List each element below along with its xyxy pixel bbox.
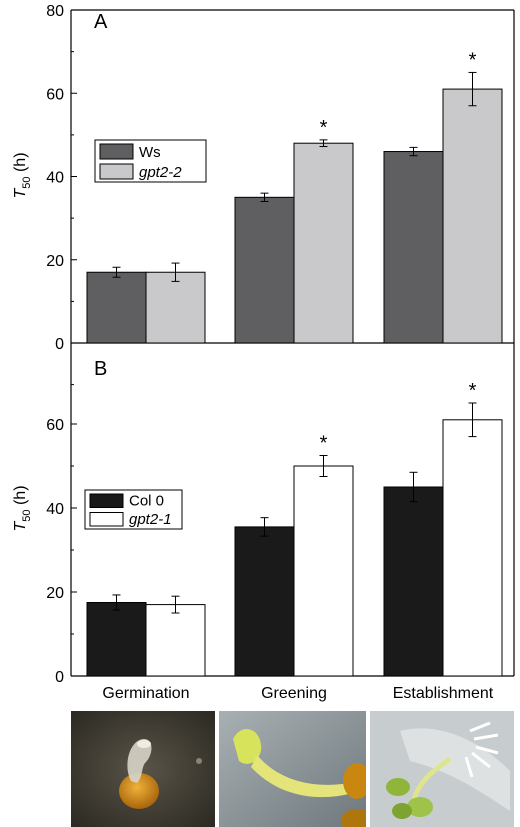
- bar-gpt2-1-Greening: [293, 465, 354, 677]
- y-tick-label: 40: [46, 170, 64, 187]
- x-category-label: Establishment: [393, 685, 494, 702]
- x-category-label: Greening: [261, 685, 327, 702]
- panel-a: 0 20 40 60 80 T50 (h) A * * Ws gpt2-2: [12, 3, 515, 386]
- germinating-seed-photo: [71, 711, 215, 827]
- y-tick-label: 20: [46, 585, 64, 602]
- bar-gpt2-2-Germination: [145, 271, 206, 344]
- legend-label: Col 0: [129, 493, 164, 510]
- bar-Col 0-Germination: [86, 602, 147, 677]
- y-axis-label: T50 (h): [12, 485, 33, 531]
- bar-gpt2-2-Establishment: [442, 88, 503, 344]
- panel-letter: B: [94, 358, 107, 380]
- y-tick-label: 60: [46, 417, 64, 434]
- significance-star: *: [320, 433, 328, 455]
- y-axis-label: T50 (h): [12, 152, 33, 198]
- y-tick-label: 20: [46, 253, 64, 270]
- panel-letter: A: [94, 11, 108, 33]
- bar-Col 0-Establishment: [383, 486, 444, 677]
- legend-swatch: [99, 143, 134, 160]
- y-tick-label: 60: [46, 86, 64, 103]
- significance-star: *: [469, 380, 477, 402]
- y-tick-label: 40: [46, 501, 64, 518]
- significance-star: *: [469, 49, 477, 71]
- greening-seedling-photo: [219, 711, 366, 827]
- legend-swatch: [99, 163, 134, 180]
- bar-gpt2-2-Greening: [293, 142, 354, 344]
- bar-Col 0-Greening: [234, 526, 295, 677]
- establishment-photo: [370, 711, 514, 827]
- legend-label: gpt2-2: [139, 164, 182, 181]
- germination-photo: [71, 711, 215, 827]
- bar-gpt2-1-Establishment: [442, 419, 503, 677]
- y-tick-label: 0: [55, 336, 64, 353]
- legend-swatch: [89, 512, 124, 527]
- legend-label: Ws: [139, 144, 161, 161]
- greening-photo: [219, 711, 366, 827]
- established-seedling-photo: [370, 711, 514, 827]
- y-tick-label: 80: [46, 3, 64, 20]
- x-axis-category-labels: Germination Greening Establishment: [102, 685, 493, 702]
- legend-label: gpt2-1: [129, 511, 172, 528]
- bar-Ws-Establishment: [383, 151, 444, 344]
- significance-star: *: [320, 117, 328, 139]
- bar-Ws-Germination: [86, 271, 147, 344]
- legend-swatch: [89, 493, 124, 508]
- bar-gpt2-1-Germination: [145, 604, 206, 677]
- bar-Ws-Greening: [234, 196, 295, 344]
- y-tick-label: 0: [55, 669, 64, 686]
- x-category-label: Germination: [102, 685, 189, 702]
